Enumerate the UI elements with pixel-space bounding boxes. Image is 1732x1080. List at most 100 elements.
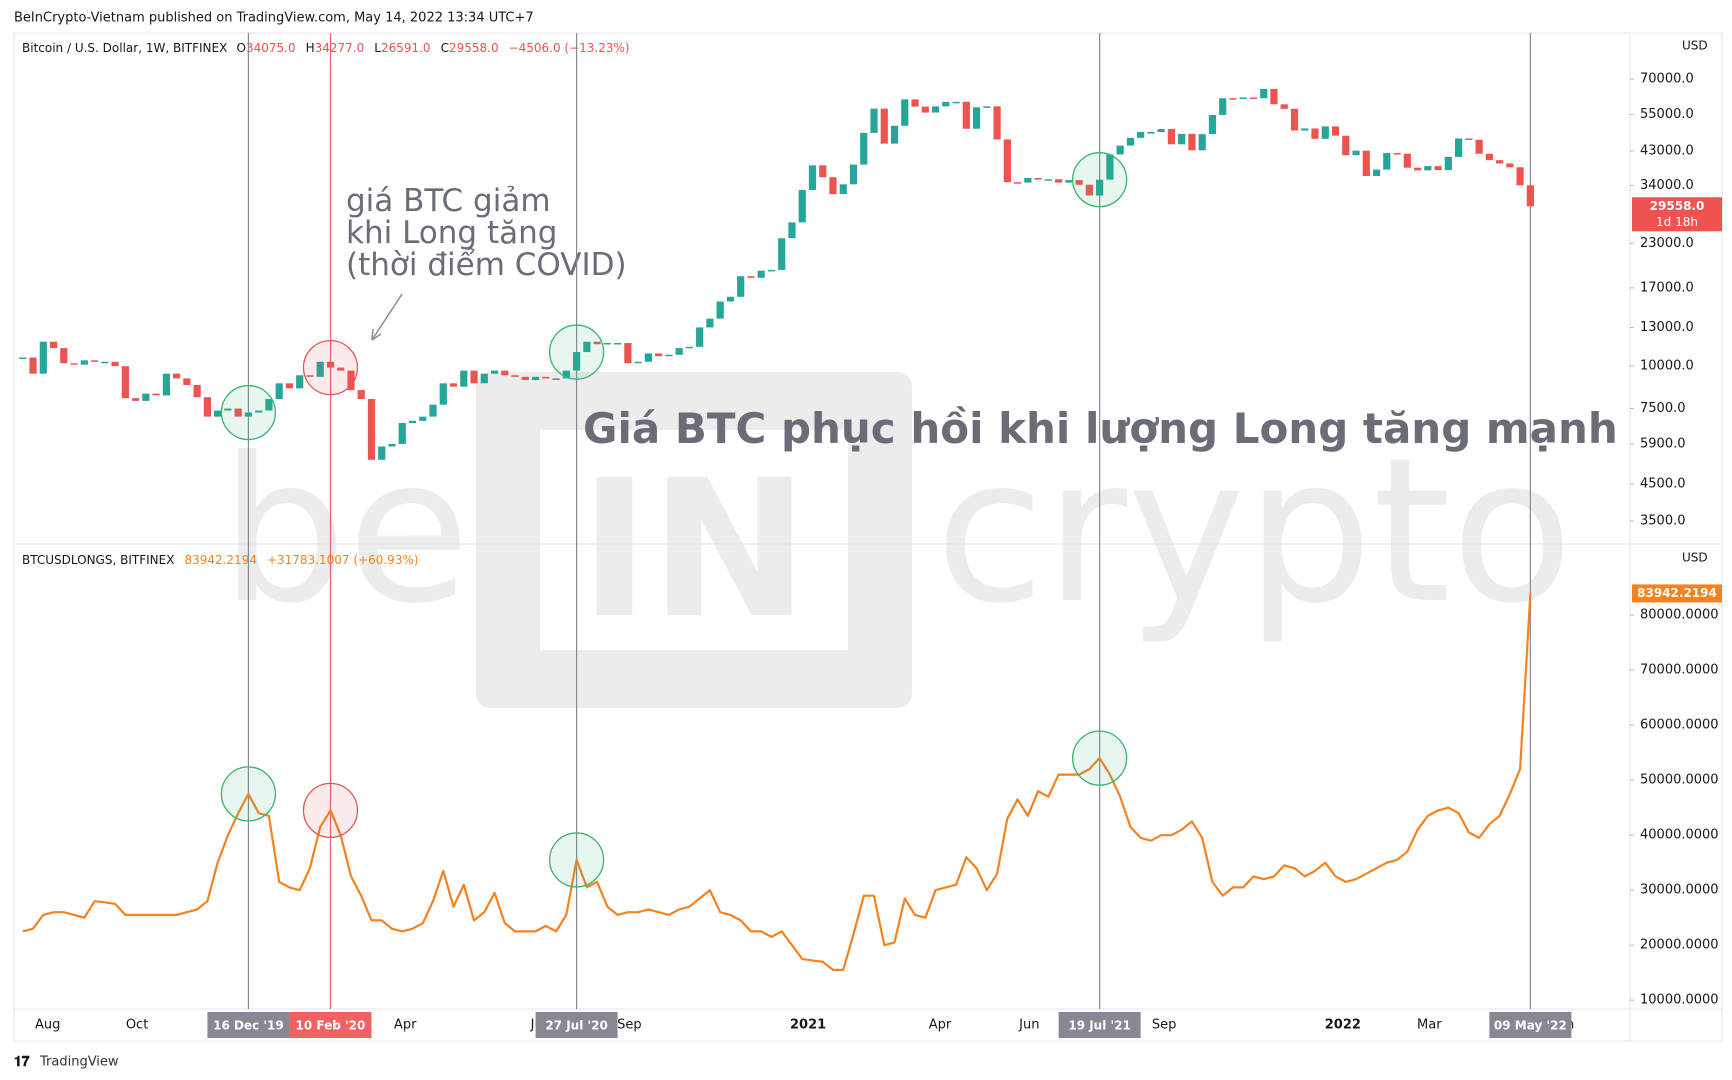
tradingview-logo: 𝟏𝟕 TradingView bbox=[14, 1054, 119, 1070]
candle bbox=[572, 352, 581, 371]
y-tick-label: 10000.0 bbox=[1640, 359, 1694, 374]
legend-key: C bbox=[441, 41, 449, 55]
candle bbox=[726, 296, 735, 302]
candle bbox=[255, 410, 263, 413]
candle bbox=[521, 376, 529, 381]
candle bbox=[952, 101, 960, 104]
candle bbox=[460, 370, 468, 387]
candle bbox=[337, 367, 345, 371]
candle bbox=[1126, 137, 1135, 146]
highlight-circle bbox=[1071, 730, 1128, 786]
highlight-circle bbox=[548, 832, 605, 888]
candle bbox=[880, 108, 888, 144]
candle bbox=[624, 342, 632, 364]
x-tick-label: Apr bbox=[929, 1018, 952, 1033]
y-tick-label: 60000.0000 bbox=[1640, 718, 1719, 733]
candle bbox=[193, 384, 201, 398]
candle bbox=[162, 373, 170, 396]
candle bbox=[1208, 114, 1217, 135]
candle bbox=[737, 276, 745, 297]
candle bbox=[1526, 185, 1534, 207]
candle bbox=[1424, 166, 1432, 171]
candle bbox=[101, 361, 109, 364]
x-tick-label: Jun bbox=[1018, 1018, 1039, 1033]
candle bbox=[80, 360, 88, 365]
x-tick-label: Apr bbox=[394, 1018, 417, 1033]
candle bbox=[757, 270, 765, 278]
y-tick-label: 55000.0 bbox=[1640, 107, 1694, 122]
candle bbox=[931, 106, 940, 113]
candle bbox=[983, 106, 991, 108]
x-tick-label: Mar bbox=[1417, 1018, 1442, 1033]
candle bbox=[203, 397, 211, 417]
marker-date-label: 16 Dec '19 bbox=[213, 1019, 284, 1033]
arrow bbox=[371, 293, 403, 341]
candle bbox=[1393, 153, 1401, 155]
candle bbox=[1249, 97, 1258, 99]
y-tick-label: 13000.0 bbox=[1640, 320, 1694, 335]
candle bbox=[1116, 145, 1124, 155]
x-tick-label: 2022 bbox=[1325, 1018, 1361, 1033]
arrow-head bbox=[371, 328, 382, 341]
candle bbox=[1188, 133, 1196, 151]
candle bbox=[285, 383, 294, 389]
candle bbox=[890, 125, 899, 144]
candle bbox=[1239, 97, 1247, 99]
candle bbox=[1475, 139, 1483, 154]
candle bbox=[296, 375, 304, 389]
candle bbox=[911, 99, 919, 107]
candle bbox=[829, 177, 837, 195]
legend: BTCUSDLONGS, BITFINEX 83942.2194 +31783.10… bbox=[22, 553, 419, 567]
candle bbox=[675, 348, 683, 355]
y-tick-label: 30000.0000 bbox=[1640, 883, 1719, 898]
candle bbox=[316, 361, 324, 377]
watermark-in: IN bbox=[579, 439, 809, 660]
annotation-line: giá BTC giảm bbox=[346, 183, 551, 219]
candle bbox=[1147, 132, 1155, 134]
price-tag-label: 29558.0 bbox=[1650, 199, 1705, 213]
y-tick-label: 40000.0000 bbox=[1640, 828, 1719, 843]
candle bbox=[326, 361, 335, 368]
footer: TradingView bbox=[39, 1055, 119, 1070]
y-tick-label: 23000.0 bbox=[1640, 236, 1694, 251]
header: BeInCrypto-Vietnam published on TradingV… bbox=[14, 11, 534, 26]
x-tick-label: Sep bbox=[617, 1018, 642, 1033]
candle bbox=[542, 376, 550, 379]
candle bbox=[1383, 153, 1391, 170]
legend-key: O bbox=[237, 41, 246, 55]
marker-date-box bbox=[1489, 1012, 1572, 1038]
candle bbox=[1085, 184, 1093, 196]
candle bbox=[1178, 133, 1186, 145]
y-tick-label: 5900.0 bbox=[1640, 436, 1686, 451]
candle bbox=[429, 404, 437, 417]
candle bbox=[1065, 180, 1073, 183]
y-tick-label: 43000.0 bbox=[1640, 143, 1694, 158]
x-tick-label: Oct bbox=[126, 1018, 148, 1033]
annotation-line: khi Long tăng bbox=[346, 215, 557, 251]
candle bbox=[696, 327, 704, 347]
candle bbox=[1444, 156, 1452, 170]
candle bbox=[552, 378, 560, 380]
marker-date-box bbox=[289, 1012, 372, 1038]
candle bbox=[819, 165, 827, 178]
candle bbox=[634, 361, 642, 364]
legend-value: 83942.2194 bbox=[184, 553, 257, 567]
candle bbox=[1219, 98, 1227, 115]
candle bbox=[870, 108, 878, 133]
candle bbox=[562, 370, 570, 379]
candle bbox=[1003, 139, 1011, 183]
legend: Bitcoin / U.S. Dollar, 1W, BITFINEX O3407… bbox=[22, 41, 630, 55]
highlight-circle bbox=[302, 782, 359, 839]
marker-date-label: 09 May '22 bbox=[1494, 1019, 1567, 1033]
candle bbox=[1034, 178, 1042, 180]
axis-unit: USD bbox=[1682, 39, 1708, 53]
candle bbox=[706, 318, 714, 328]
watermark-be: be bbox=[220, 415, 470, 648]
marker-date-label: 10 Feb '20 bbox=[296, 1019, 366, 1033]
candle bbox=[378, 446, 386, 460]
candle bbox=[347, 370, 355, 391]
candle bbox=[1260, 88, 1268, 99]
y-tick-label: 80000.0000 bbox=[1640, 608, 1719, 623]
legend-value: +31783.1007 (+60.93%) bbox=[267, 553, 419, 567]
